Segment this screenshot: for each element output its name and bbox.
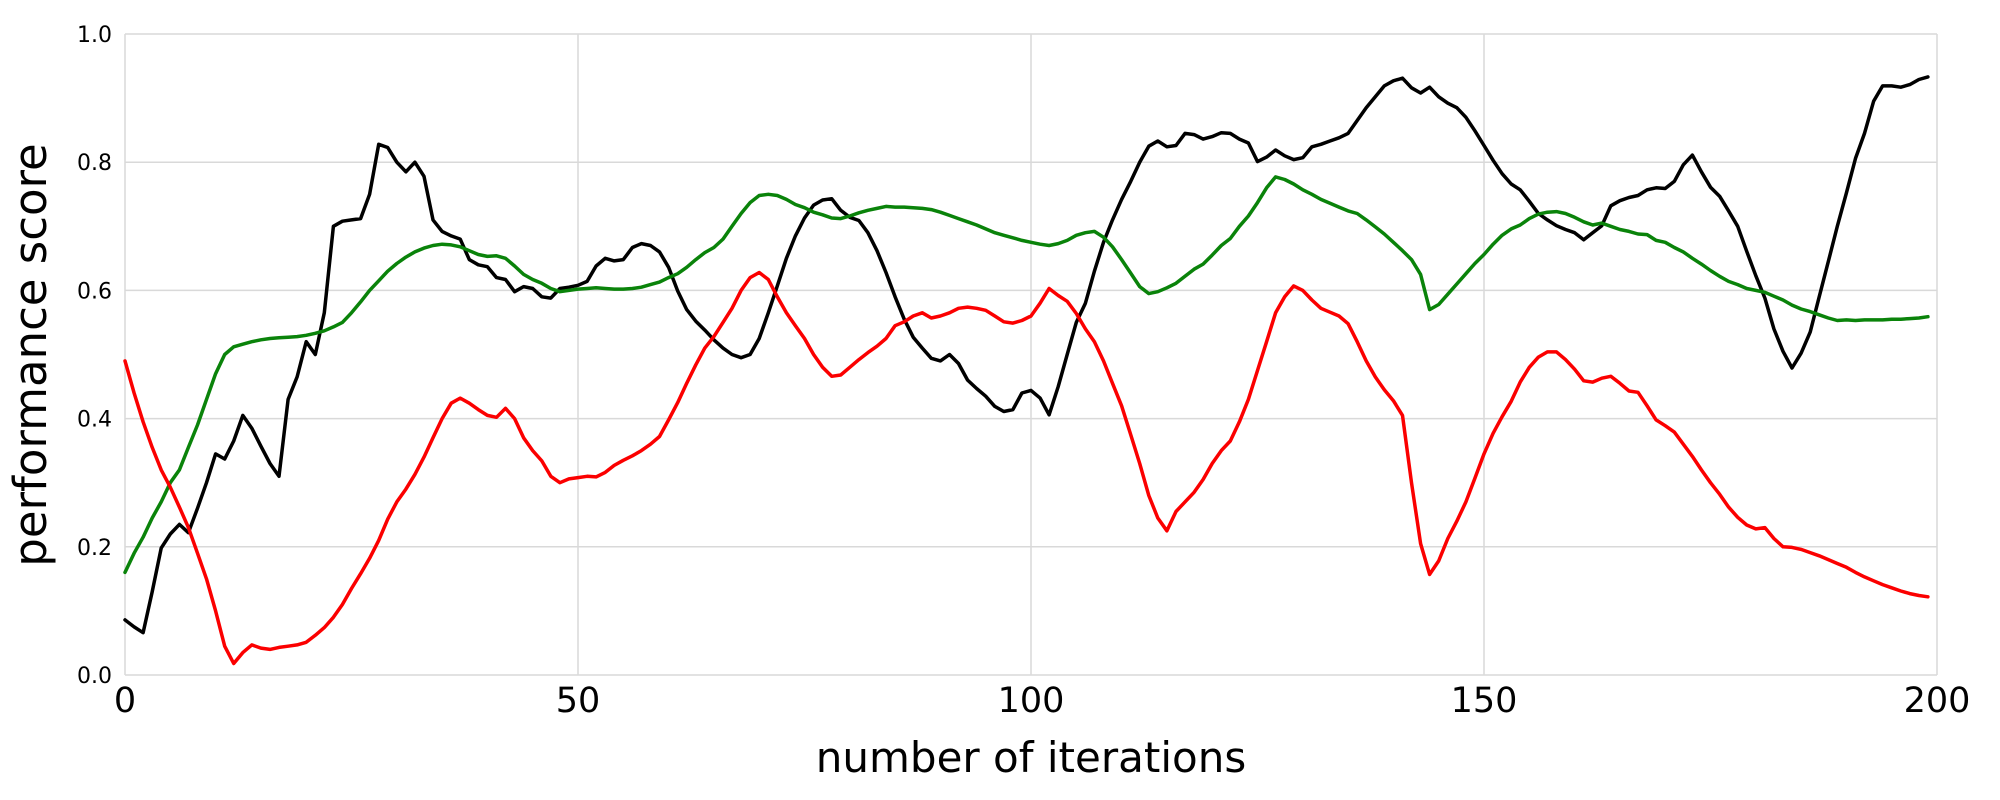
y-tick-label: 0.0 — [77, 664, 112, 689]
y-tick-label: 0.6 — [77, 279, 112, 304]
x-tick-label: 200 — [1904, 681, 1971, 721]
series-red-line — [123, 270, 1930, 666]
y-axis-title: performance score — [4, 143, 57, 566]
grid-layer — [124, 33, 1938, 676]
series-black-line — [123, 75, 1930, 635]
x-tick-label: 0 — [114, 681, 136, 721]
series-layer — [123, 75, 1930, 666]
y-tick-label: 0.8 — [77, 151, 112, 176]
x-axis-title: number of iterations — [816, 733, 1246, 782]
y-tick-label: 0.4 — [77, 408, 112, 433]
series-green-line — [123, 175, 1930, 575]
x-tick-label: 100 — [998, 681, 1065, 721]
y-tick-label: 0.2 — [77, 536, 112, 561]
y-tick-label: 1.0 — [77, 23, 112, 48]
tick-layer: 0.0 0.2 0.4 0.6 0.8 1.0 0 50 100 150 200 — [77, 23, 1970, 721]
x-tick-label: 150 — [1451, 681, 1518, 721]
x-tick-label: 50 — [556, 681, 601, 721]
